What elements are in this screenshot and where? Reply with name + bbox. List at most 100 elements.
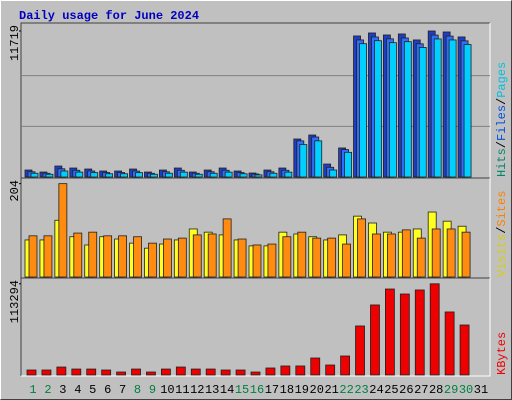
bar (444, 311, 455, 376)
bar (192, 234, 202, 278)
y-tick-label: 113294 (8, 280, 22, 323)
bar (73, 232, 83, 278)
bar (312, 237, 322, 278)
bar (254, 174, 263, 178)
x-tick-label: 12 (190, 383, 204, 397)
y-tick-label: 204 (8, 180, 22, 202)
x-tick-label: 23 (354, 383, 368, 397)
x-tick-label: 26 (399, 383, 413, 397)
x-tick-label: 28 (429, 383, 443, 397)
x-tick-label: 4 (74, 383, 81, 397)
bar (297, 231, 307, 278)
bar (325, 364, 336, 376)
x-tick-label: 24 (369, 383, 383, 397)
bar (418, 47, 427, 178)
bar (164, 172, 173, 178)
bar (459, 324, 470, 376)
legend-separator: / (495, 141, 509, 148)
bar (101, 369, 112, 376)
bar (416, 237, 426, 278)
bar (135, 172, 143, 178)
bar (284, 171, 293, 178)
bar (105, 173, 114, 178)
bar (146, 371, 156, 376)
bar (45, 173, 54, 178)
chart-title: Daily usage for June 2024 (19, 9, 199, 23)
x-tick-label: 8 (134, 383, 141, 397)
legend: KBytes (495, 332, 509, 375)
x-tick-label: 22 (339, 383, 353, 397)
bar (220, 369, 231, 376)
bar (26, 369, 37, 376)
bar (340, 355, 351, 376)
bar (207, 233, 217, 278)
bar (90, 172, 99, 178)
bar (431, 228, 441, 278)
x-tick-label: 16 (250, 383, 264, 397)
bar (56, 366, 67, 376)
bar (41, 369, 52, 376)
bar (252, 244, 262, 278)
bar (237, 238, 247, 278)
x-tick-label: 29 (444, 383, 458, 397)
bar (150, 173, 158, 178)
bar (355, 325, 365, 376)
bar (414, 289, 425, 376)
bar (463, 44, 472, 178)
x-tick-label: 7 (119, 383, 126, 397)
x-tick-label: 3 (59, 383, 66, 397)
bar (179, 171, 188, 178)
x-tick-label: 21 (324, 383, 338, 397)
bar (131, 368, 141, 376)
bar (116, 371, 126, 376)
bar (28, 235, 38, 278)
bar (384, 288, 395, 376)
bar (448, 39, 457, 178)
x-tick-label: 17 (265, 383, 279, 397)
bar (190, 368, 201, 376)
x-tick-label: 18 (280, 383, 294, 397)
bar (86, 368, 97, 376)
bar (401, 229, 411, 278)
bar (43, 235, 53, 278)
bar (357, 218, 366, 278)
x-tick-label: 15 (235, 383, 249, 397)
legend: Hits/Files/Pages (495, 62, 509, 177)
plot-area (21, 23, 490, 178)
bar (388, 42, 397, 178)
bar (310, 357, 321, 376)
bevel (20, 277, 490, 376)
x-tick-label: 6 (104, 383, 111, 397)
bar (205, 368, 216, 376)
x-tick-label: 14 (220, 383, 234, 397)
bar (209, 172, 218, 178)
bar (374, 40, 382, 178)
bar (327, 237, 337, 278)
bar (162, 238, 172, 278)
legend-entry: Pages (495, 62, 509, 98)
bar (118, 235, 127, 278)
x-tick-label: 11 (175, 383, 189, 397)
bar (314, 140, 323, 178)
bar (30, 172, 39, 178)
bar (133, 236, 142, 278)
legend-entry: Sites (495, 191, 509, 227)
bar (75, 171, 84, 178)
x-tick-label: 25 (384, 383, 398, 397)
bar (403, 41, 412, 178)
bar (88, 231, 98, 278)
bar (461, 231, 471, 278)
x-tick-label: 2 (44, 383, 51, 397)
bar (386, 233, 396, 278)
legend-entry: KBytes (495, 332, 509, 375)
bar (60, 170, 69, 178)
plot-area (21, 278, 490, 376)
legend-entry: Hits (495, 148, 509, 177)
bar (177, 237, 187, 278)
x-tick-label: 9 (149, 383, 156, 397)
bevel (21, 278, 491, 377)
bar (239, 173, 248, 178)
